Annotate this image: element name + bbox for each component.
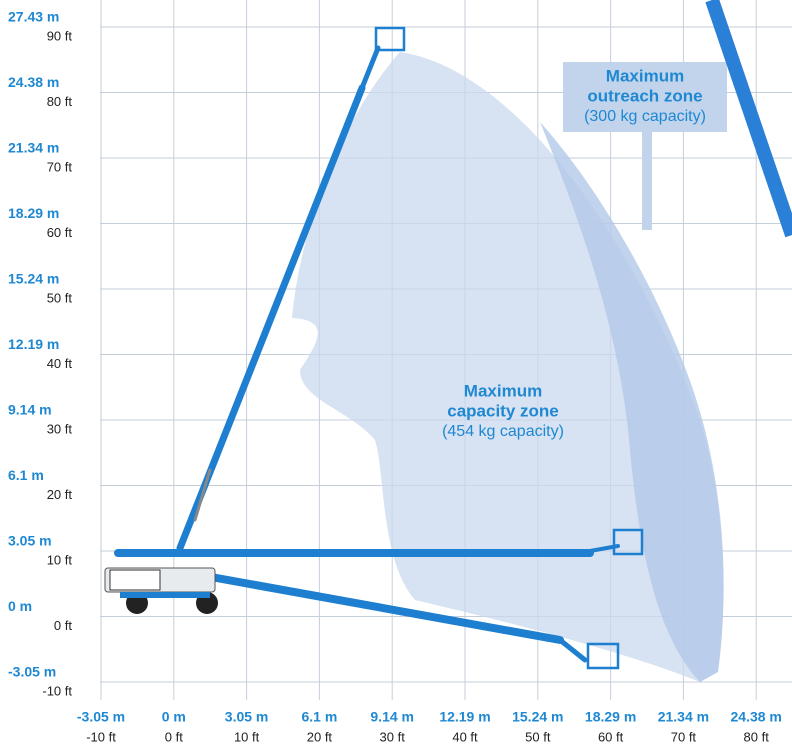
y-label-m: 15.24 m xyxy=(8,271,59,287)
outreach-zone xyxy=(540,122,724,682)
zone-title: outreach zone xyxy=(587,86,702,105)
y-label-m: 24.38 m xyxy=(8,74,59,90)
y-label-m: 21.34 m xyxy=(8,140,59,156)
y-label-m: 18.29 m xyxy=(8,205,59,221)
x-label-m: 18.29 m xyxy=(585,709,636,725)
y-label-m: 0 m xyxy=(8,598,32,614)
lift xyxy=(114,26,644,670)
y-label-m: 27.43 m xyxy=(8,9,59,25)
x-label-ft: 70 ft xyxy=(671,729,697,744)
x-label-m: 12.19 m xyxy=(439,709,490,725)
y-label-m: 12.19 m xyxy=(8,336,59,352)
x-label-ft: -10 ft xyxy=(86,729,116,744)
zone-capacity: (300 kg capacity) xyxy=(584,108,706,125)
outreach-label-box xyxy=(563,62,727,132)
x-label-m: -3.05 m xyxy=(77,709,125,725)
y-label-ft: -10 ft xyxy=(42,683,72,698)
y-label-ft: 10 ft xyxy=(47,552,73,567)
y-label-ft: 80 ft xyxy=(47,94,73,109)
y-label-ft: 20 ft xyxy=(47,487,73,502)
edge-stripe xyxy=(705,0,792,238)
x-label-m: 0 m xyxy=(162,709,186,725)
x-label-m: 21.34 m xyxy=(658,709,709,725)
chassis xyxy=(104,567,218,614)
y-label-m: 9.14 m xyxy=(8,402,52,418)
y-label-m: -3.05 m xyxy=(8,664,56,680)
y-label-m: 6.1 m xyxy=(8,467,44,483)
x-label-ft: 20 ft xyxy=(307,729,333,744)
zone-capacity: (454 kg capacity) xyxy=(442,423,564,440)
y-label-ft: 90 ft xyxy=(47,28,73,43)
x-label-ft: 0 ft xyxy=(165,729,183,744)
x-label-ft: 40 ft xyxy=(452,729,478,744)
y-label-ft: 30 ft xyxy=(47,421,73,436)
y-label-ft: 0 ft xyxy=(54,618,72,633)
x-label-m: 3.05 m xyxy=(225,709,269,725)
y-label-m: 3.05 m xyxy=(8,533,52,549)
y-label-ft: 40 ft xyxy=(47,356,73,371)
x-label-ft: 10 ft xyxy=(234,729,260,744)
labels: 27.43 m 90 ft 24.38 m 80 ft 21.34 m 70 ft 18.2… xyxy=(8,9,782,745)
y-label-ft: 70 ft xyxy=(47,159,73,174)
x-label-m: 6.1 m xyxy=(301,709,337,725)
zone-title: Maximum xyxy=(464,381,542,400)
capacity-zone xyxy=(292,52,724,682)
x-label-m: 24.38 m xyxy=(731,709,782,725)
x-label-m: 9.14 m xyxy=(370,709,414,725)
y-label-ft: 60 ft xyxy=(47,225,73,240)
x-label-ft: 60 ft xyxy=(598,729,624,744)
y-label-ft: 50 ft xyxy=(47,290,73,305)
x-label-ft: 50 ft xyxy=(525,729,551,744)
x-label-ft: 80 ft xyxy=(744,729,770,744)
x-label-m: 15.24 m xyxy=(512,709,563,725)
zone-title: Maximum xyxy=(606,66,684,85)
outreach-label-stem xyxy=(642,130,652,230)
zone-title: capacity zone xyxy=(447,401,559,420)
x-label-ft: 30 ft xyxy=(380,729,406,744)
